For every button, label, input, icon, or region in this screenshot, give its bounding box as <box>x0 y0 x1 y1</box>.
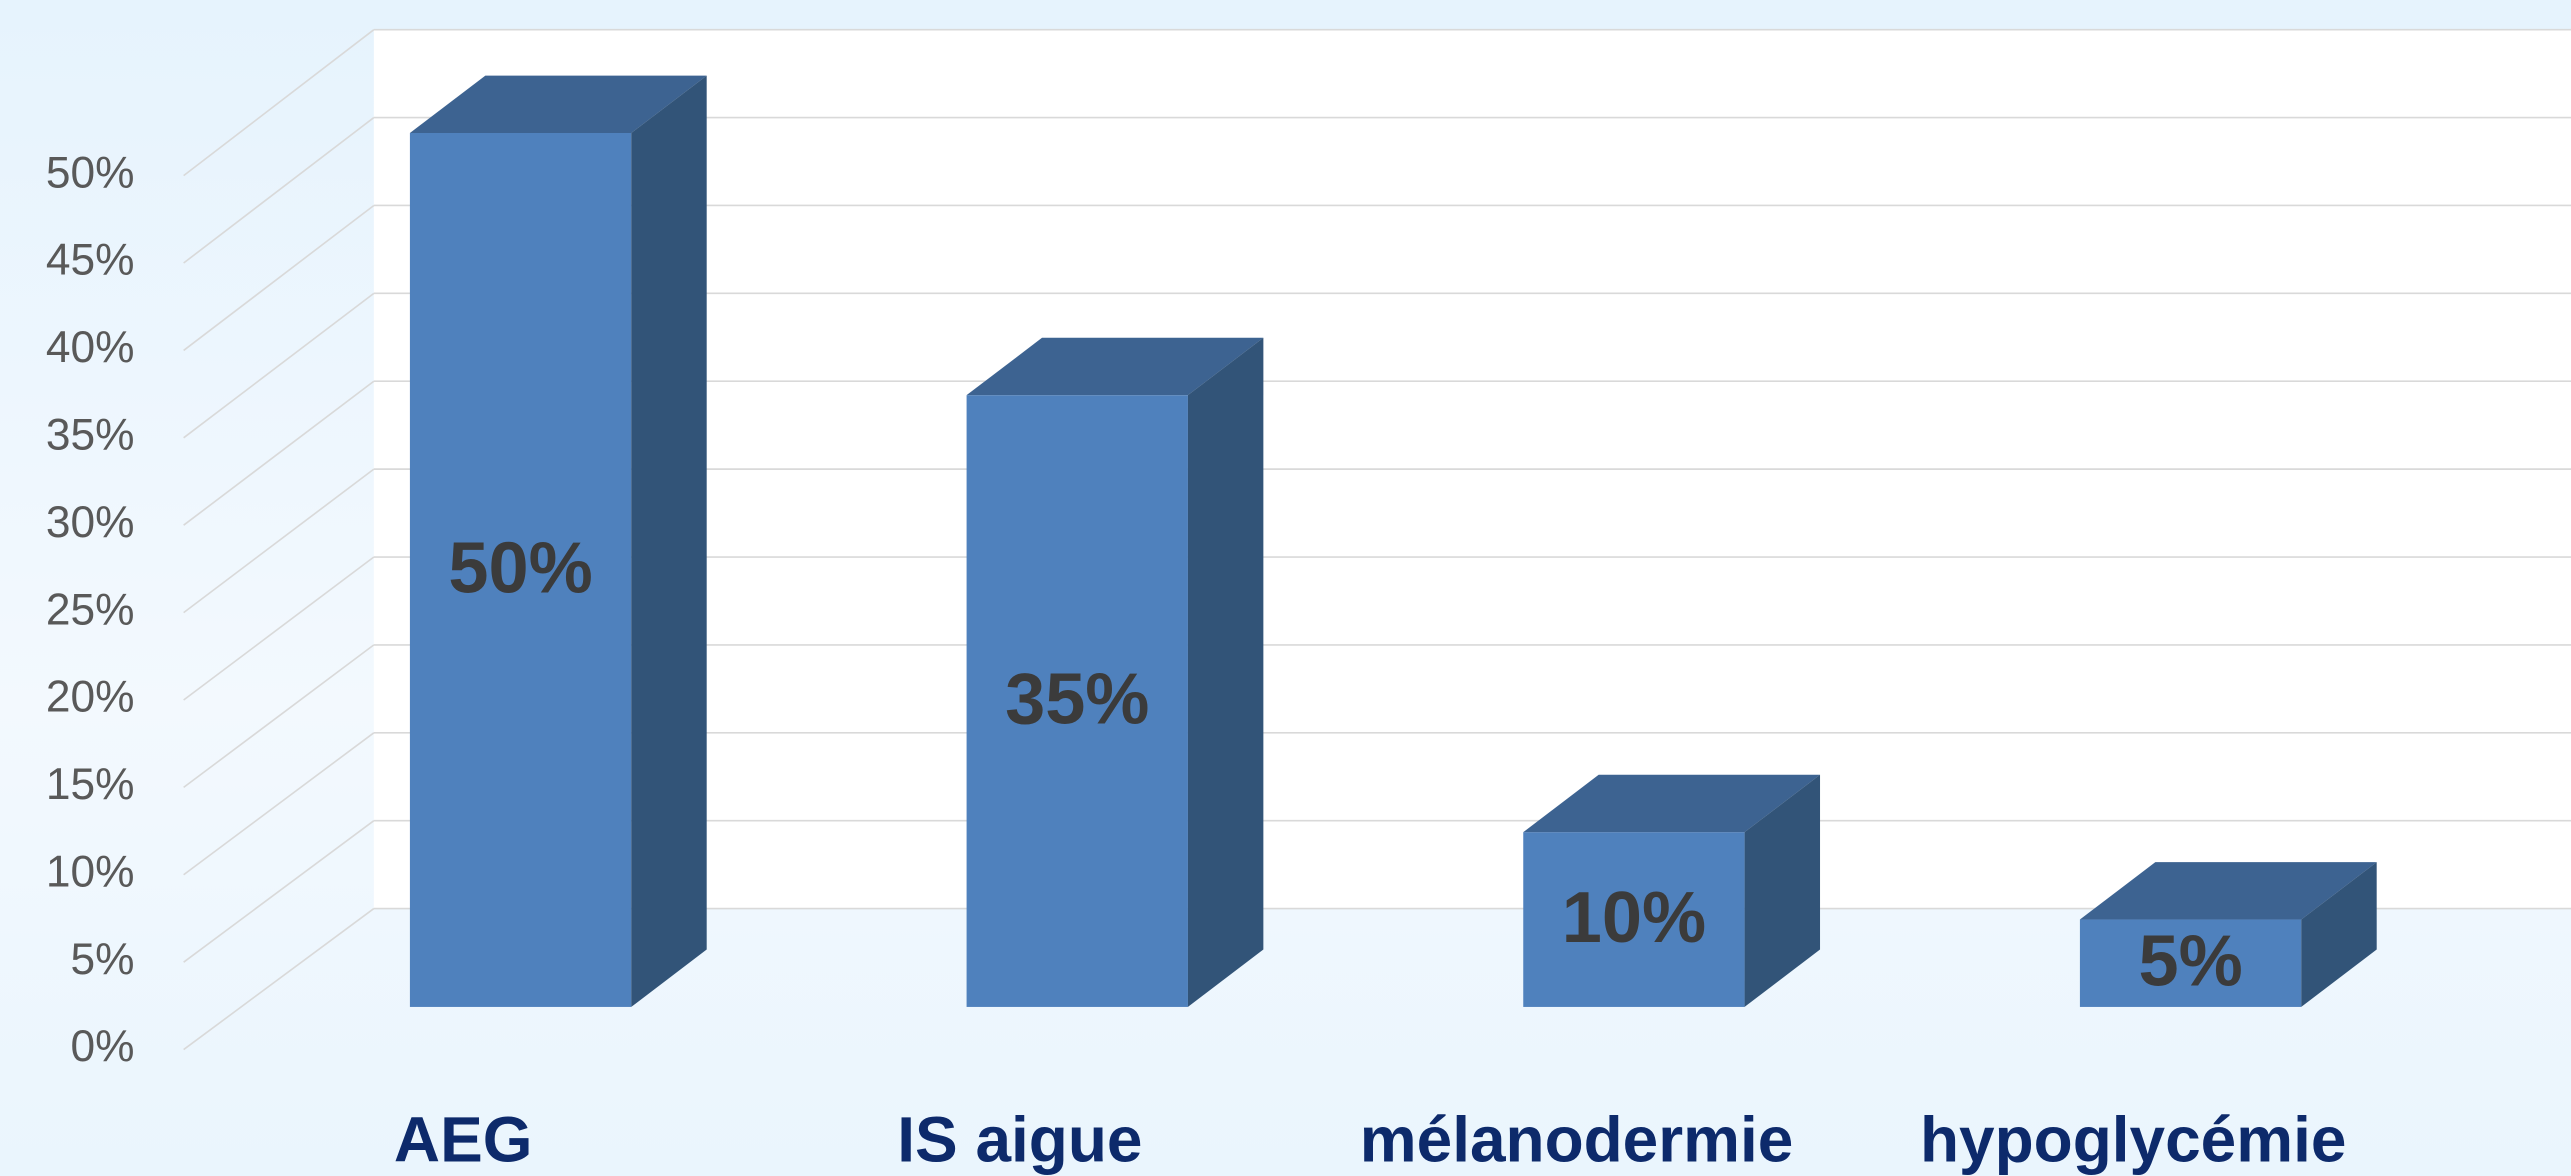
x-tick-label: mélanodermie <box>1360 1104 1794 1176</box>
x-tick-label: IS aigue <box>897 1104 1142 1176</box>
grid-line <box>183 204 375 352</box>
y-tick-label: 45% <box>46 236 135 285</box>
grid-line <box>183 468 375 614</box>
value-label: 10% <box>1562 878 1706 958</box>
value-label: 5% <box>2138 922 2242 1002</box>
bar-front <box>1523 832 1745 1007</box>
grid-line <box>183 116 375 264</box>
grid-line <box>183 29 375 177</box>
grid-line <box>183 732 375 876</box>
grid-line <box>183 644 375 789</box>
bar-front <box>966 395 1188 1007</box>
bar-top <box>409 75 707 133</box>
bar-top <box>1523 774 1821 833</box>
y-tick-label: 50% <box>46 148 135 197</box>
bar-top <box>966 337 1264 396</box>
grid-line <box>183 292 375 439</box>
bar-side <box>1744 774 1821 1007</box>
y-tick-label: 15% <box>46 760 135 809</box>
y-tick-label: 30% <box>46 498 135 547</box>
grid-line <box>183 380 375 526</box>
bar-front <box>2079 919 2302 1007</box>
grid-line <box>183 907 375 1051</box>
y-tick-label: 25% <box>46 585 135 634</box>
bar-top <box>2079 862 2377 920</box>
value-label: 50% <box>448 528 592 608</box>
grid-line <box>183 820 375 963</box>
x-tick-label: AEG <box>394 1104 533 1176</box>
y-tick-label: 10% <box>46 847 135 896</box>
bar-side <box>2301 862 2377 1007</box>
y-tick-label: 40% <box>46 323 135 372</box>
bar-side <box>631 75 707 1007</box>
y-tick-label: 35% <box>46 410 135 459</box>
y-tick-label: 20% <box>46 673 135 722</box>
grid-line <box>183 556 375 701</box>
value-label: 35% <box>1005 659 1149 739</box>
bar-side <box>1187 337 1264 1007</box>
x-tick-label: hypoglycémie <box>1920 1104 2346 1176</box>
bar-front <box>409 132 632 1007</box>
y-tick-label: 0% <box>70 1022 134 1071</box>
y-tick-label: 5% <box>70 935 134 984</box>
